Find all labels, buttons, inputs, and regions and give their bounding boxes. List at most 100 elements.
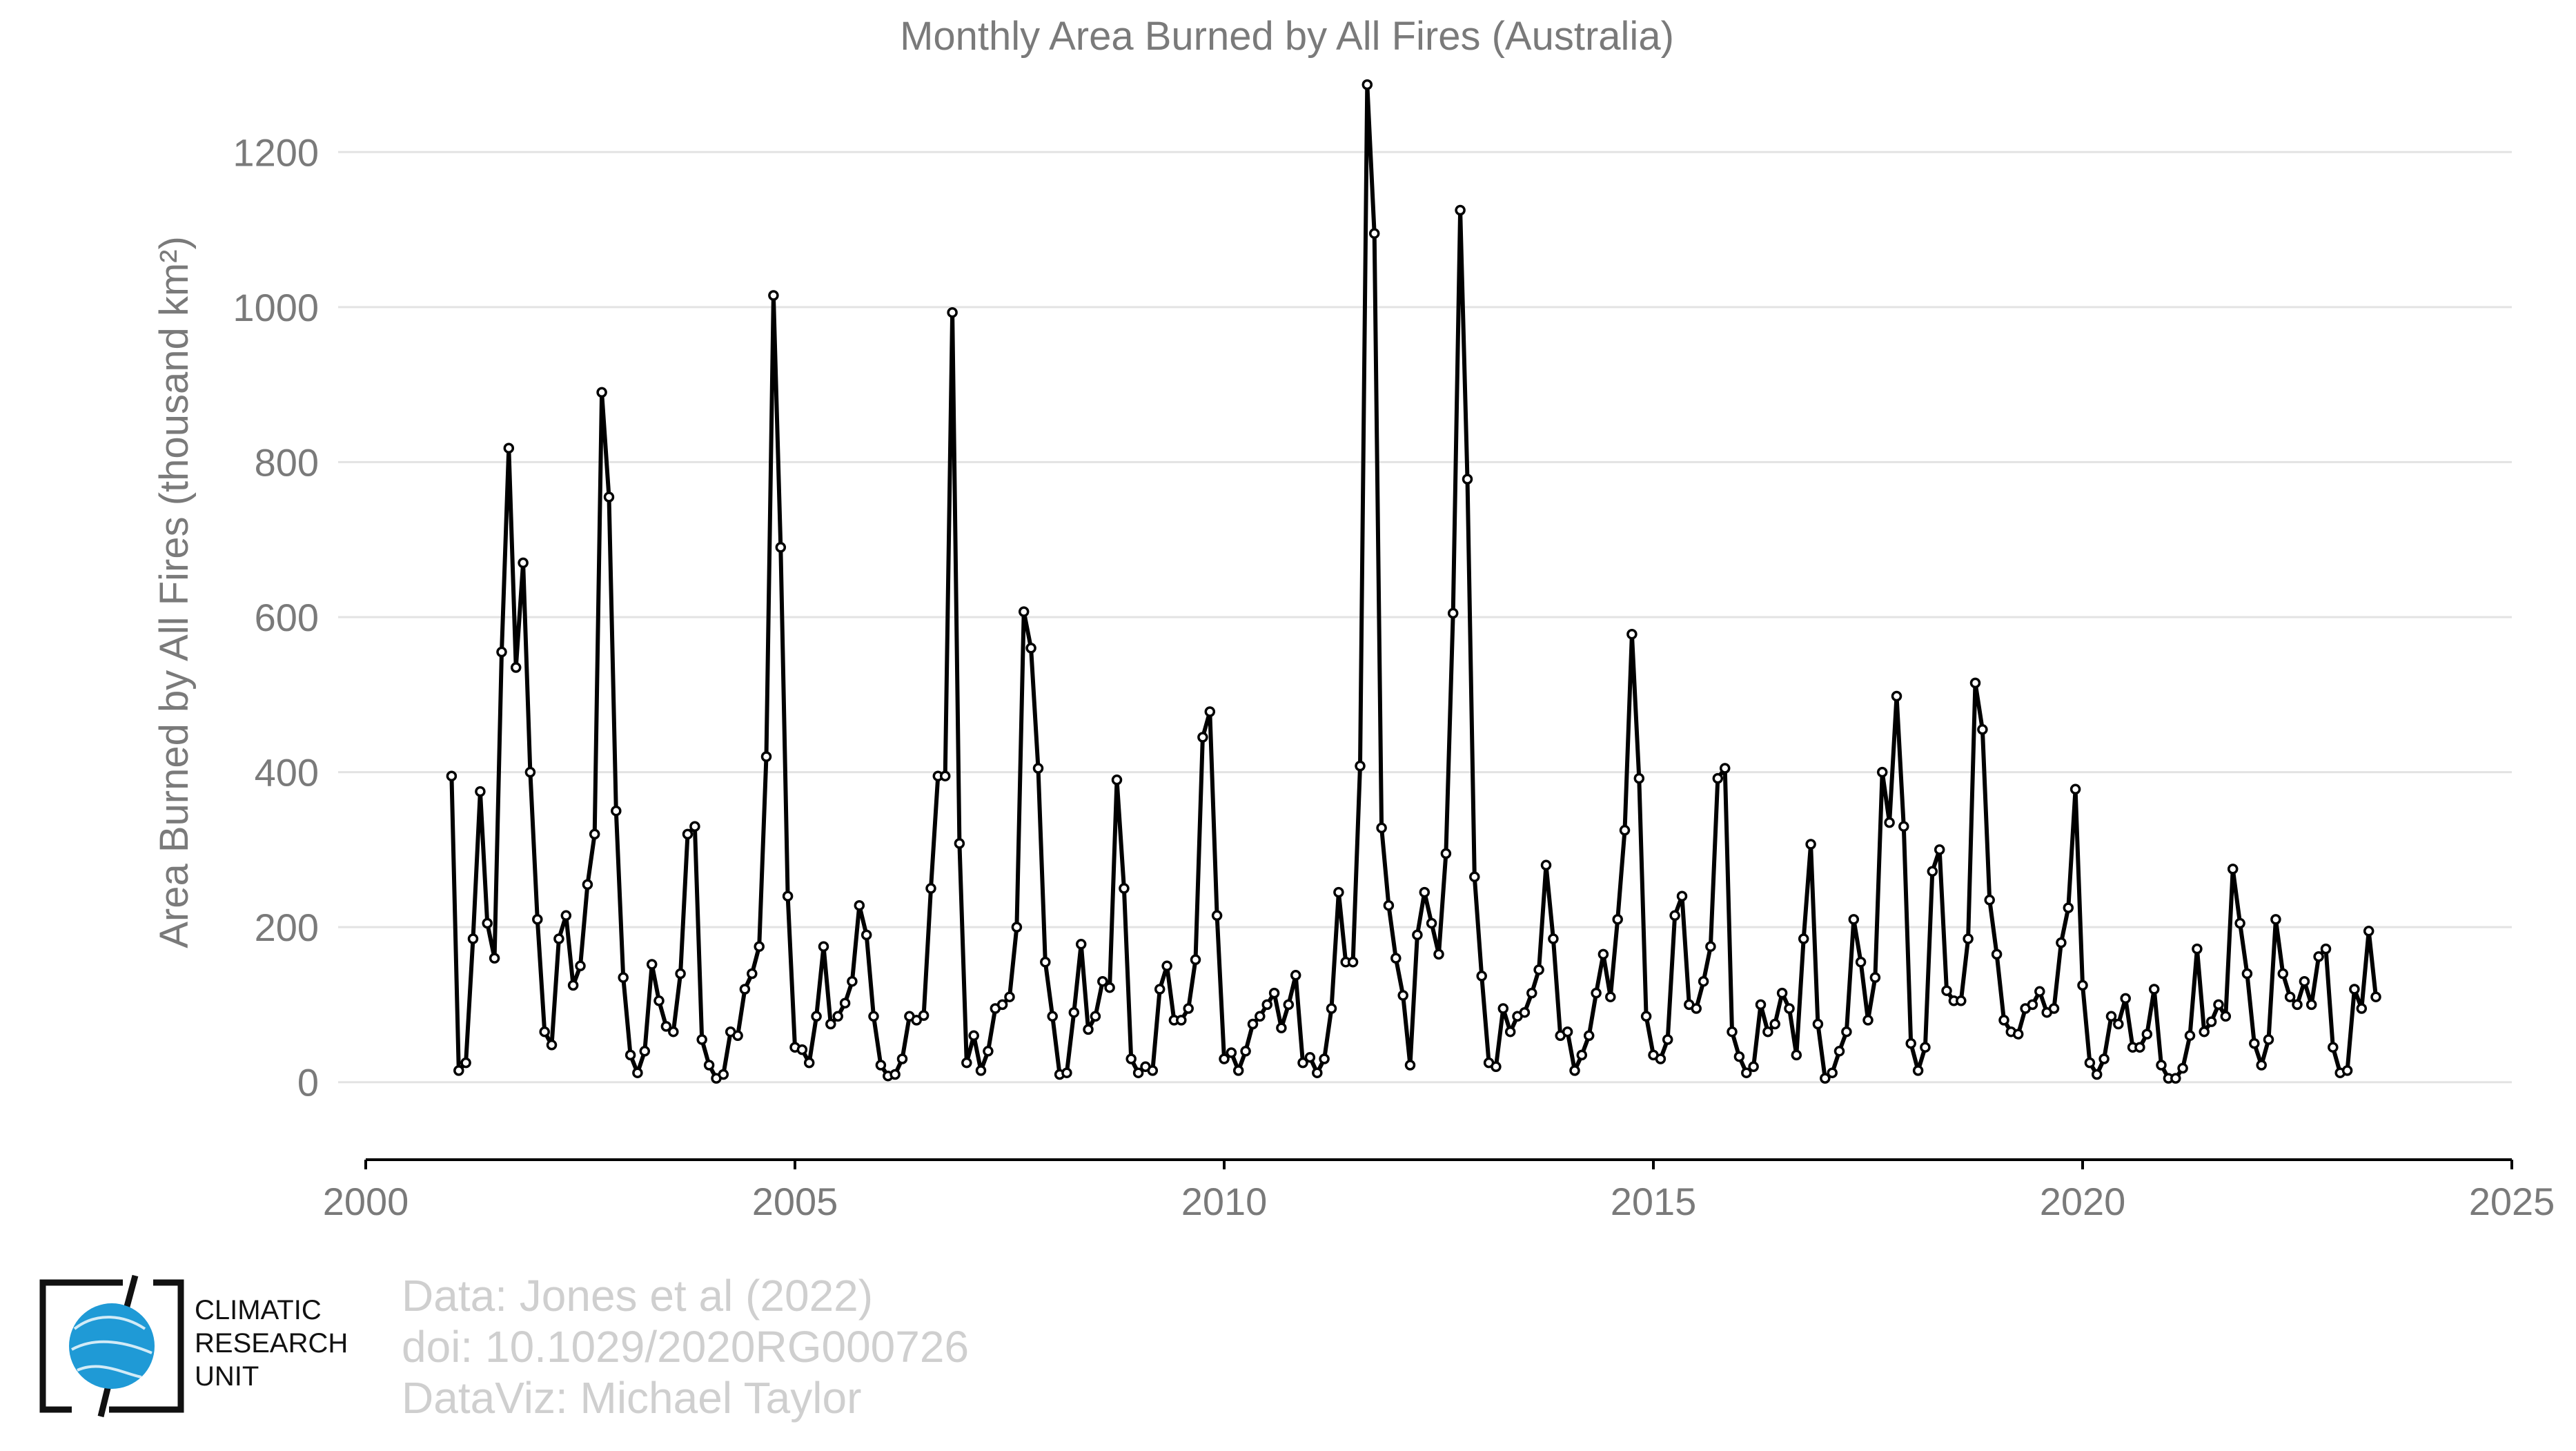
data-point: [2027, 999, 2038, 1011]
x-tick-label: 2020: [2040, 1180, 2126, 1223]
data-point: [2199, 1026, 2210, 1038]
data-point: [1004, 991, 1015, 1002]
data-point: [2305, 999, 2317, 1011]
data-point: [2349, 984, 2360, 995]
data-point: [646, 959, 658, 970]
y-tick-label: 200: [255, 906, 319, 949]
data-point: [1132, 1067, 1144, 1078]
data-point: [1504, 1026, 1516, 1038]
data-point: [2328, 1042, 2339, 1053]
data-point: [754, 941, 765, 952]
data-point: [1748, 1061, 1759, 1073]
x-tick-label: 2010: [1181, 1180, 1268, 1223]
data-point: [1798, 933, 1809, 944]
data-point: [939, 770, 951, 781]
data-point: [1125, 1053, 1137, 1064]
data-point: [918, 1010, 930, 1021]
data-point: [1247, 1018, 1259, 1030]
data-point: [1533, 964, 1544, 975]
data-point: [1426, 917, 1437, 929]
data-point: [2048, 1003, 2060, 1014]
data-point: [1376, 822, 1387, 834]
data-point: [1784, 1003, 1795, 1014]
data-point: [2370, 991, 2381, 1002]
data-point: [1097, 975, 1108, 987]
chart-title: Monthly Area Burned by All Fires (Austra…: [900, 14, 1674, 59]
data-point: [1941, 985, 1952, 996]
data-point: [1991, 948, 2003, 960]
data-point: [2156, 1060, 2167, 1071]
data-point: [1833, 1046, 1845, 1057]
data-point: [1691, 1003, 1702, 1014]
data-point: [1927, 866, 1938, 877]
data-point: [453, 1065, 464, 1076]
data-point: [625, 1049, 636, 1061]
data-point: [1626, 628, 1638, 640]
data-point: [1591, 987, 1602, 999]
data-point: [2012, 1029, 2024, 1040]
data-point: [2077, 980, 2088, 991]
data-point: [1355, 760, 1366, 772]
data-point: [925, 883, 936, 894]
data-point: [1412, 929, 1423, 941]
data-point: [532, 914, 543, 925]
data-point: [2249, 1038, 2260, 1049]
data-point: [2363, 926, 2375, 937]
data-point: [1712, 772, 1724, 784]
data-point: [682, 828, 694, 840]
data-point: [1597, 948, 1609, 960]
data-point: [1090, 1011, 1101, 1022]
data-point: [1347, 956, 1359, 968]
data-point: [1061, 1067, 1072, 1078]
data-point: [1891, 690, 1902, 702]
data-point: [503, 442, 515, 454]
data-point: [2120, 993, 2131, 1004]
data-point: [1969, 677, 1981, 689]
data-point: [861, 929, 872, 941]
data-point: [668, 1026, 679, 1038]
data-point: [911, 1015, 922, 1026]
data-point: [660, 1021, 672, 1032]
data-point: [2192, 943, 2203, 955]
data-point: [1912, 1065, 1924, 1076]
data-point: [582, 879, 593, 890]
y-axis-label: Area Burned by All Fires (thousand km²): [152, 236, 197, 948]
data-point: [1255, 1011, 1266, 1022]
data-point: [1619, 825, 1631, 836]
data-point: [1583, 1030, 1595, 1042]
data-point: [567, 980, 579, 991]
data-point: [1333, 886, 1344, 898]
data-point: [1869, 972, 1881, 983]
data-point: [1519, 1006, 1531, 1018]
data-point: [696, 1034, 707, 1045]
data-point: [2184, 1030, 2196, 1042]
series-line: [449, 82, 2378, 1081]
data-point: [1956, 995, 1967, 1006]
data-point: [2341, 1065, 2353, 1076]
data-point: [1633, 772, 1645, 784]
data-point: [1462, 474, 1473, 485]
y-tick-label: 600: [255, 596, 319, 639]
data-point: [1963, 933, 1974, 944]
data-point: [1161, 960, 1172, 972]
data-point: [589, 828, 600, 840]
data-point: [1447, 607, 1459, 619]
y-axis-tick-labels: 0 200 400 600 800 1000 1200: [233, 130, 319, 1104]
data-point: [1018, 606, 1030, 617]
data-point: [2091, 1069, 2103, 1080]
data-point: [1876, 766, 1888, 778]
data-point: [2227, 864, 2239, 875]
data-point: [1562, 1026, 1573, 1038]
data-point: [1075, 939, 1087, 950]
x-tick-label: 2025: [2469, 1180, 2555, 1223]
data-point: [2234, 917, 2245, 929]
data-point: [2356, 1003, 2368, 1014]
data-point: [560, 910, 572, 922]
data-point: [718, 1069, 729, 1080]
data-point: [1283, 999, 1295, 1011]
data-point: [961, 1057, 972, 1069]
data-point: [510, 662, 522, 673]
data-point: [518, 557, 529, 569]
data-point: [603, 491, 615, 503]
